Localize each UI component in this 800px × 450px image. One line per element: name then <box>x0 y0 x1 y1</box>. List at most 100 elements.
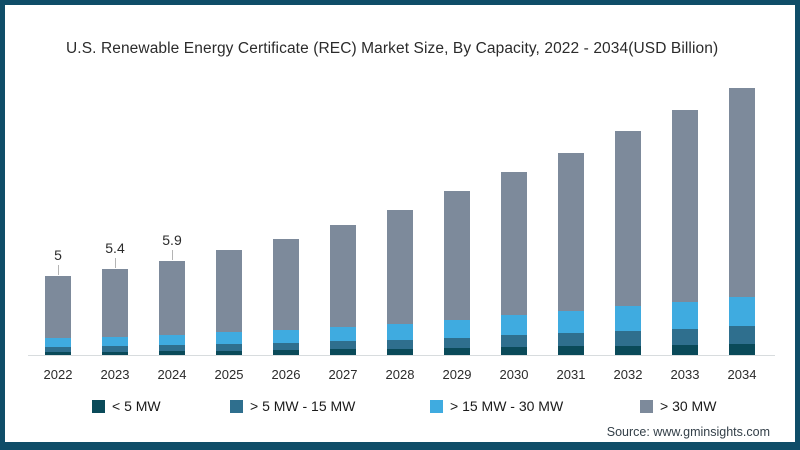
bar-segment-30-mw[interactable] <box>159 261 185 335</box>
x-tick-2026: 2026 <box>271 367 301 382</box>
bar-segment-5-mw-15-mw[interactable] <box>102 346 128 352</box>
bar-segment-5-mw-15-mw[interactable] <box>615 330 641 346</box>
legend-swatch-icon <box>92 399 105 413</box>
x-tick-2025: 2025 <box>214 367 244 382</box>
bar-segment-15-mw-30-mw[interactable] <box>729 296 755 327</box>
legend-item-15-mw-30-mw[interactable]: > 15 MW - 30 MW <box>430 398 563 414</box>
x-tick-2031: 2031 <box>556 367 586 382</box>
bar-segment-5-mw-15-mw[interactable] <box>558 333 584 347</box>
bar-value-label-2023: 5.4 <box>105 240 125 257</box>
x-tick-2024: 2024 <box>157 367 187 382</box>
legend-item-30-mw[interactable]: > 30 MW <box>640 398 716 414</box>
bar-segment-15-mw-30-mw[interactable] <box>45 338 71 348</box>
bar-segment-5-mw[interactable] <box>330 349 356 355</box>
bar-segment-5-mw[interactable] <box>387 348 413 355</box>
bar-segment-30-mw[interactable] <box>45 275 71 339</box>
bar-2033[interactable] <box>672 110 698 355</box>
bar-2030[interactable] <box>501 172 527 355</box>
bar-segment-5-mw-15-mw[interactable] <box>216 343 242 351</box>
legend-swatch-icon <box>640 399 653 413</box>
legend-label: > 15 MW - 30 MW <box>450 398 564 414</box>
bar-2025[interactable] <box>216 250 242 355</box>
bar-segment-30-mw[interactable] <box>501 172 527 316</box>
bar-segment-15-mw-30-mw[interactable] <box>330 326 356 342</box>
bar-segment-30-mw[interactable] <box>102 269 128 337</box>
bar-segment-30-mw[interactable] <box>558 153 584 311</box>
x-tick-2028: 2028 <box>385 367 415 382</box>
bar-segment-15-mw-30-mw[interactable] <box>387 323 413 340</box>
bar-segment-5-mw-15-mw[interactable] <box>387 339 413 349</box>
x-tick-2029: 2029 <box>442 367 472 382</box>
legend-swatch-icon <box>430 399 443 413</box>
x-tick-2033: 2033 <box>670 367 700 382</box>
bar-segment-30-mw[interactable] <box>729 87 755 297</box>
bar-2031[interactable] <box>558 153 584 355</box>
bar-segment-5-mw[interactable] <box>501 347 527 355</box>
legend-label: > 5 MW - 15 MW <box>250 398 356 414</box>
bar-2034[interactable] <box>729 87 755 355</box>
bar-segment-5-mw[interactable] <box>216 350 242 355</box>
bar-segment-30-mw[interactable] <box>387 210 413 324</box>
x-tick-2034: 2034 <box>727 367 757 382</box>
label-leader-line <box>115 258 116 269</box>
bar-2029[interactable] <box>444 191 470 355</box>
bar-segment-5-mw[interactable] <box>615 345 641 355</box>
bar-segment-5-mw[interactable] <box>45 351 71 355</box>
bar-segment-5-mw[interactable] <box>672 344 698 355</box>
bar-segment-15-mw-30-mw[interactable] <box>444 319 470 338</box>
bar-2026[interactable] <box>273 238 299 355</box>
bar-2023[interactable] <box>102 269 128 355</box>
bar-segment-30-mw[interactable] <box>330 224 356 327</box>
x-tick-2023: 2023 <box>100 367 130 382</box>
bar-segment-5-mw-15-mw[interactable] <box>501 335 527 348</box>
bar-2028[interactable] <box>387 210 413 355</box>
legend-item-5-mw-15-mw[interactable]: > 5 MW - 15 MW <box>230 398 355 414</box>
bar-2024[interactable] <box>159 261 185 355</box>
bar-2027[interactable] <box>330 224 356 355</box>
bar-segment-5-mw[interactable] <box>102 351 128 355</box>
bar-segment-5-mw-15-mw[interactable] <box>330 341 356 350</box>
bar-segment-5-mw[interactable] <box>558 346 584 355</box>
bar-segment-15-mw-30-mw[interactable] <box>216 332 242 344</box>
bar-segment-15-mw-30-mw[interactable] <box>558 310 584 334</box>
bar-value-label-2024: 5.9 <box>162 232 182 249</box>
bar-segment-15-mw-30-mw[interactable] <box>672 301 698 329</box>
legend-swatch-icon <box>230 399 243 413</box>
bar-segment-15-mw-30-mw[interactable] <box>501 315 527 336</box>
bar-segment-5-mw-15-mw[interactable] <box>672 328 698 345</box>
bar-segment-5-mw-15-mw[interactable] <box>444 337 470 348</box>
legend-label: < 5 MW <box>112 398 161 414</box>
x-tick-2022: 2022 <box>43 367 73 382</box>
bar-segment-5-mw-15-mw[interactable] <box>159 345 185 351</box>
x-tick-2027: 2027 <box>328 367 358 382</box>
legend-item-5-mw[interactable]: < 5 MW <box>92 398 161 414</box>
bar-segment-5-mw[interactable] <box>159 351 185 355</box>
bar-segment-15-mw-30-mw[interactable] <box>615 306 641 331</box>
bar-2022[interactable] <box>45 275 71 355</box>
bar-segment-15-mw-30-mw[interactable] <box>273 329 299 343</box>
bar-segment-5-mw[interactable] <box>729 343 755 355</box>
bar-segment-30-mw[interactable] <box>672 110 698 302</box>
x-tick-2032: 2032 <box>613 367 643 382</box>
label-leader-line <box>58 264 59 275</box>
bar-2032[interactable] <box>615 130 641 355</box>
chart-title: U.S. Renewable Energy Certificate (REC) … <box>66 40 719 57</box>
source-attribution: Source: www.gminsights.com <box>606 425 770 439</box>
legend-label: > 30 MW <box>660 398 717 414</box>
bar-segment-5-mw[interactable] <box>444 348 470 355</box>
bar-segment-15-mw-30-mw[interactable] <box>102 336 128 347</box>
bar-segment-5-mw-15-mw[interactable] <box>45 347 71 352</box>
label-leader-line <box>172 250 173 261</box>
bar-segment-30-mw[interactable] <box>216 250 242 333</box>
bar-segment-5-mw-15-mw[interactable] <box>273 342 299 351</box>
bar-segment-30-mw[interactable] <box>273 238 299 330</box>
x-tick-2030: 2030 <box>499 367 529 382</box>
bar-segment-5-mw[interactable] <box>273 350 299 355</box>
bar-value-label-2022: 5 <box>54 246 62 263</box>
x-axis-line <box>28 355 775 356</box>
bar-segment-5-mw-15-mw[interactable] <box>729 326 755 344</box>
bar-segment-30-mw[interactable] <box>444 191 470 320</box>
bar-segment-15-mw-30-mw[interactable] <box>159 334 185 346</box>
bar-segment-30-mw[interactable] <box>615 130 641 307</box>
